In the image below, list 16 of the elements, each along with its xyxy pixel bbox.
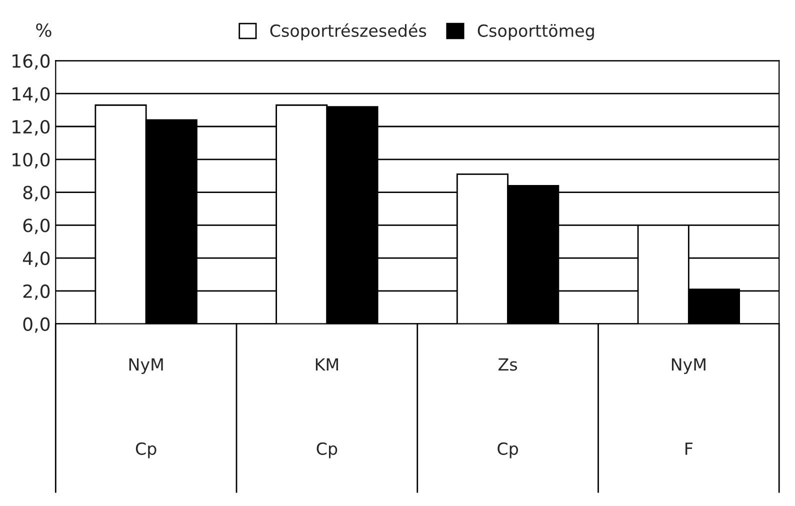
y-tick-label: 12,0 xyxy=(12,120,50,136)
y-tick-label: 4,0 xyxy=(22,252,50,268)
y-axis-title: % xyxy=(36,23,52,37)
legend-label: Csoportrészesedés xyxy=(270,23,426,40)
y-tick-label: 10,0 xyxy=(12,152,50,168)
y-tick-label: 2,0 xyxy=(23,284,50,300)
category-label: Zs Cp xyxy=(498,358,518,458)
legend-label: Csoporttömeg xyxy=(478,24,594,40)
category-label: NyM Cp xyxy=(129,358,163,458)
category-label: KM Cp xyxy=(316,358,338,458)
y-tick-label: 0,0 xyxy=(23,317,50,333)
y-tick-label: 16,0 xyxy=(12,54,50,70)
category-label: NyM F xyxy=(672,358,706,455)
y-tick-label: 14,0 xyxy=(12,87,50,103)
y-tick-label: 6,0 xyxy=(23,218,50,234)
y-tick-label: 8,0 xyxy=(23,186,50,202)
